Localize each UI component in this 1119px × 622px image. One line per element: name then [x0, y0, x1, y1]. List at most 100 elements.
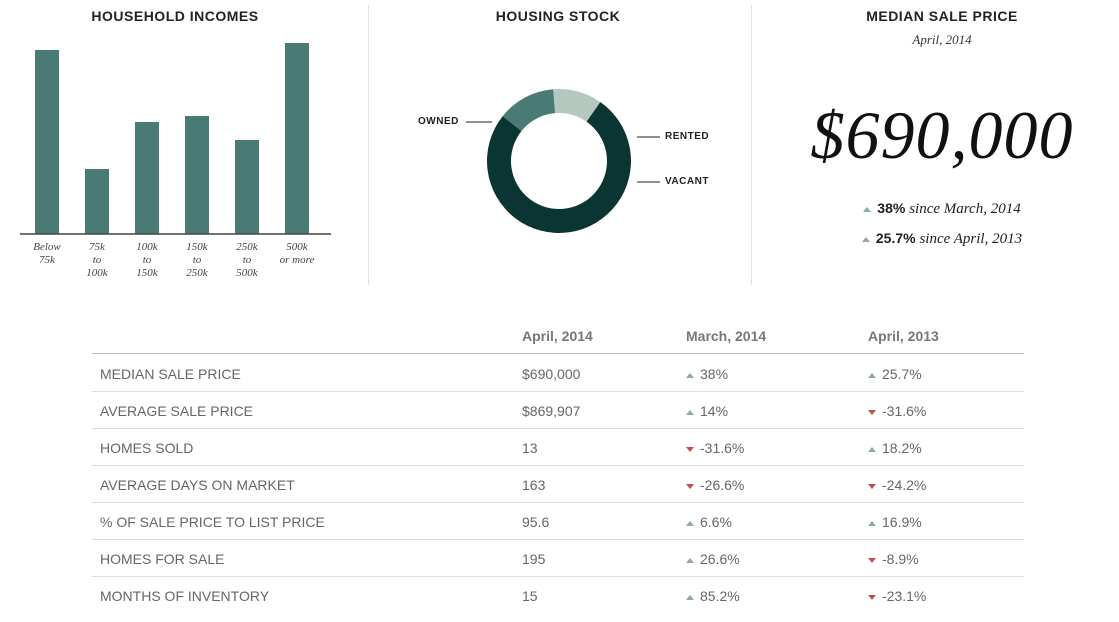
cell-text: 16.9%	[882, 514, 922, 530]
x-tick-label: 250k to 500k	[236, 241, 258, 279]
price-subtitle: April, 2014	[912, 32, 972, 47]
bar	[285, 43, 309, 234]
row-label: AVERAGE SALE PRICE	[100, 403, 254, 419]
table-cell: 25.7%	[868, 366, 922, 382]
pie-chart	[466, 88, 660, 234]
cell-text: -24.2%	[882, 477, 927, 493]
row-label: % OF SALE PRICE TO LIST PRICE	[100, 514, 325, 530]
cell-text: 38%	[700, 366, 729, 382]
change-value: 38%	[877, 200, 906, 216]
table-cell: $690,000	[522, 366, 580, 382]
table-cell: 15	[522, 588, 538, 604]
change-arrow	[686, 372, 694, 378]
change-arrow	[686, 594, 694, 600]
table-cell: 38%	[686, 366, 728, 382]
row-rule	[92, 465, 1024, 466]
cell-text: 13	[522, 440, 538, 456]
cell-text: -23.1%	[882, 588, 927, 604]
table-cell: 163	[522, 477, 545, 493]
pie-label: VACANT	[665, 176, 709, 187]
x-tick-label: 500k or more	[279, 241, 315, 266]
table-cell: -26.6%	[686, 477, 744, 493]
change-arrow	[686, 483, 694, 489]
row-rule	[92, 539, 1024, 540]
cell-text: 95.6	[522, 514, 550, 530]
pie-slice	[487, 102, 631, 234]
change-arrow	[686, 446, 694, 452]
row-label: HOMES FOR SALE	[100, 551, 225, 567]
row-rule	[92, 391, 1024, 392]
cell-text: 195	[522, 551, 546, 567]
row-label: HOMES SOLD	[100, 440, 194, 456]
row-rule	[92, 428, 1024, 429]
column-header: April, 2014	[522, 328, 593, 344]
cell-text: -8.9%	[882, 551, 919, 567]
price-value: $690,000	[810, 97, 1074, 173]
column-header: March, 2014	[686, 328, 767, 344]
x-tick-label: 100k to 150k	[136, 241, 158, 279]
change-arrow	[686, 557, 694, 563]
cell-text: 6.6%	[700, 514, 732, 530]
change-arrow	[868, 446, 876, 452]
change-text: since March, 2014	[909, 201, 1021, 217]
table-cell: -8.9%	[868, 551, 919, 567]
price-change: 25.7% since April, 2013	[790, 230, 1094, 248]
cell-text: 85.2%	[700, 588, 740, 604]
change-arrow	[686, 520, 694, 526]
row-label: MEDIAN SALE PRICE	[100, 366, 241, 382]
cell-text: -31.6%	[700, 440, 745, 456]
change-arrow	[861, 236, 870, 242]
cell-text: 18.2%	[882, 440, 922, 456]
bar	[35, 50, 59, 234]
bar-title: HOUSEHOLD INCOMES	[91, 8, 259, 24]
table-cell: 6.6%	[686, 514, 732, 530]
pie-label: OWNED	[418, 116, 459, 127]
change-arrow	[868, 483, 876, 489]
bar-chart	[20, 43, 331, 235]
change-arrow	[686, 409, 694, 415]
cell-text: 14%	[700, 403, 729, 419]
row-label: MONTHS OF INVENTORY	[100, 588, 270, 604]
cell-text: 25.7%	[882, 366, 922, 382]
table-cell: -31.6%	[868, 403, 926, 419]
pie-label: RENTED	[665, 131, 710, 142]
divider	[751, 5, 752, 285]
change-arrow	[868, 594, 876, 600]
table-cell: 95.6	[522, 514, 549, 530]
header-rule	[92, 353, 1024, 354]
table-cell: $869,907	[522, 403, 580, 419]
price-title: MEDIAN SALE PRICE	[866, 8, 1018, 24]
change-arrow	[863, 206, 872, 212]
bar	[185, 116, 209, 234]
table-cell: 16.9%	[868, 514, 922, 530]
table-cell: 26.6%	[686, 551, 740, 567]
pie-title: HOUSING STOCK	[495, 8, 621, 24]
column-header: April, 2013	[868, 328, 939, 344]
change-text: since April, 2013	[919, 231, 1023, 247]
change-arrow	[868, 557, 876, 563]
cell-text: -31.6%	[882, 403, 927, 419]
bar	[135, 122, 159, 234]
price-change: 38% since March, 2014	[790, 200, 1094, 218]
table-cell: -24.2%	[868, 477, 926, 493]
table-cell: 195	[522, 551, 545, 567]
change-arrow	[868, 372, 876, 378]
cell-text: 163	[522, 477, 546, 493]
change-arrow	[868, 409, 876, 415]
table-cell: -31.6%	[686, 440, 744, 456]
divider	[368, 5, 369, 285]
cell-text: -26.6%	[700, 477, 745, 493]
bar	[85, 169, 109, 234]
cell-text: $690,000	[522, 366, 581, 382]
cell-text: $869,907	[522, 403, 581, 419]
row-label: AVERAGE DAYS ON MARKET	[100, 477, 295, 493]
table-cell: 18.2%	[868, 440, 922, 456]
x-tick-label: 150k to 250k	[186, 241, 208, 279]
table-cell: 14%	[686, 403, 728, 419]
change-value: 25.7%	[875, 230, 916, 246]
table-cell: 85.2%	[686, 588, 740, 604]
x-tick-label: 75k to 100k	[86, 241, 108, 279]
x-tick-label: Below 75k	[33, 241, 61, 266]
bar	[235, 140, 259, 234]
